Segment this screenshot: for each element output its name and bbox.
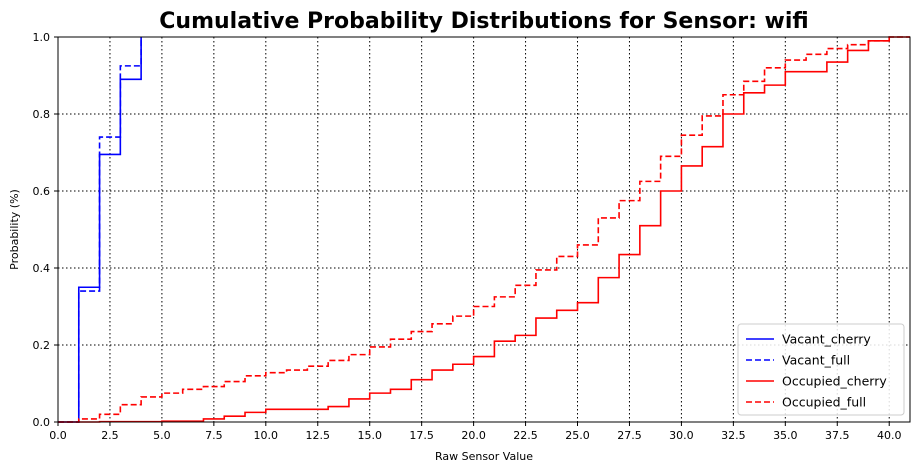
grid-lines	[57, 36, 910, 423]
x-tick-label: 25.0	[565, 429, 590, 442]
series-line-occupied-cherry	[58, 36, 910, 423]
chart-title: Cumulative Probability Distributions for…	[159, 9, 808, 34]
x-tick-label: 27.5	[617, 429, 642, 442]
legend-label: Occupied_cherry	[782, 374, 887, 389]
x-tick-label: 5.0	[153, 429, 171, 442]
legend-label: Occupied_full	[782, 395, 866, 410]
x-tick-label: 22.5	[513, 429, 538, 442]
series-lines	[58, 36, 910, 423]
x-tick-label: 7.5	[205, 429, 223, 442]
series-line-vacant-full	[58, 37, 142, 423]
legend-label: Vacant_cherry	[782, 332, 871, 347]
x-tick-label: 15.0	[357, 429, 382, 442]
x-tick-label: 35.0	[773, 429, 798, 442]
y-axis-label: Probability (%)	[8, 189, 21, 270]
legend-box	[737, 323, 905, 416]
x-tick-label: 40.0	[877, 429, 902, 442]
x-tick-label: 2.5	[101, 429, 119, 442]
x-tick-label: 20.0	[461, 429, 486, 442]
axis-ticks: 0.0 2.5 5.0 7.5 10.0 12.5 15.0 17.5 20.0 22.5 25.0…	[33, 31, 902, 442]
y-tick-label: 0.8	[33, 108, 51, 121]
y-tick-label: 0.4	[33, 262, 51, 275]
x-tick-label: 0.0	[49, 429, 67, 442]
x-tick-label: 10.0	[254, 429, 279, 442]
y-tick-label: 1.0	[33, 31, 51, 44]
x-tick-label: 37.5	[825, 429, 850, 442]
legend: Vacant_cherry Vacant_full Occupied_cherry O…	[737, 323, 905, 416]
x-tick-label: 32.5	[721, 429, 746, 442]
plot-frame	[57, 36, 911, 423]
x-tick-label: 17.5	[409, 429, 434, 442]
y-tick-label: 0.0	[33, 416, 51, 429]
x-axis-label: Raw Sensor Value	[435, 450, 533, 463]
x-tick-label: 12.5	[306, 429, 331, 442]
y-tick-label: 0.6	[33, 185, 51, 198]
legend-label: Vacant_full	[782, 353, 850, 368]
y-tick-label: 0.2	[33, 339, 51, 352]
series-line-occupied-full	[58, 36, 910, 423]
x-tick-label: 30.0	[669, 429, 694, 442]
